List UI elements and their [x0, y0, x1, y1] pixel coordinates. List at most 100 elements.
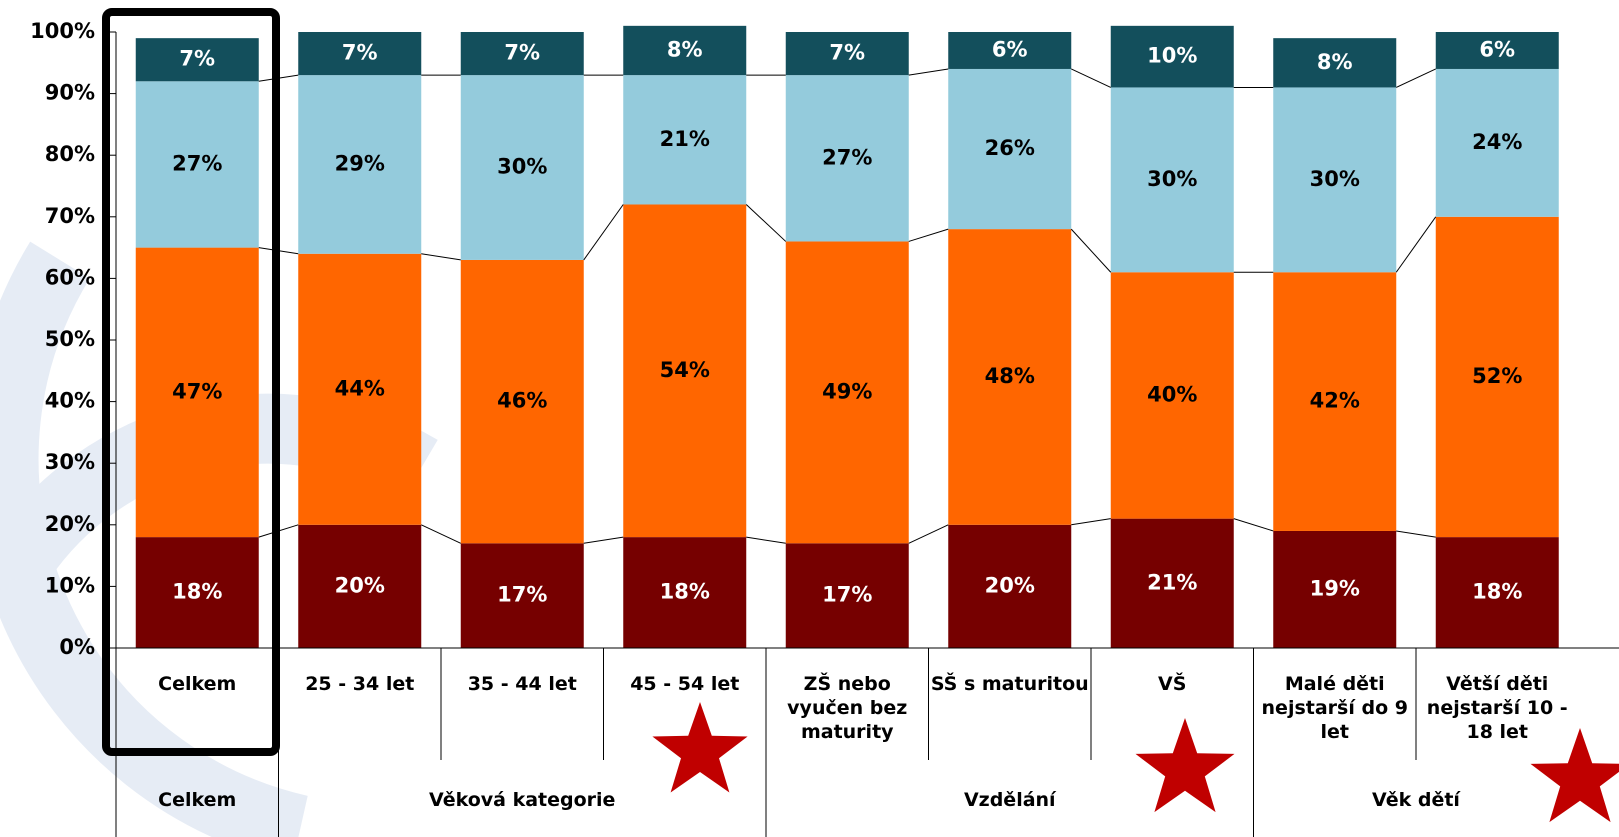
data-label: 7% [342, 41, 378, 65]
data-label: 47% [172, 379, 222, 403]
connector [1233, 518, 1274, 532]
bar-segment [1110, 87, 1234, 273]
data-label: 10% [1147, 44, 1197, 68]
connector [583, 536, 624, 544]
data-label: 7% [829, 41, 865, 65]
bar-segment [785, 75, 909, 242]
data-label: 54% [660, 358, 710, 382]
data-label: 44% [335, 376, 385, 400]
x-tick-label: ZŠ nebo vyučen bez maturity [787, 673, 908, 743]
bar-segment [1110, 272, 1234, 519]
bar-segment [623, 25, 747, 76]
bar-segment [460, 75, 584, 260]
x-tick-label: 45 - 54 let [630, 673, 740, 695]
bar-segment [460, 543, 584, 648]
connector [745, 204, 787, 242]
bar-segment [623, 537, 747, 648]
y-tick-label: 10% [45, 573, 95, 597]
bar-segment [948, 32, 1072, 69]
group-label: Celkem [158, 789, 237, 811]
bar-segment [298, 75, 422, 254]
bar-segment [785, 32, 909, 76]
star [1530, 728, 1619, 823]
bar-segment [1110, 25, 1234, 88]
bar-segment [1273, 272, 1397, 531]
bar-segment [623, 204, 747, 538]
bar-segment [298, 32, 422, 76]
x-tick-label: 35 - 44 let [467, 673, 577, 695]
connector [1395, 216, 1437, 273]
data-label: 8% [1317, 50, 1353, 74]
bar-segment [1273, 87, 1397, 273]
y-tick-label: 30% [45, 450, 95, 474]
y-tick-label: 0% [59, 635, 95, 659]
connector [1070, 228, 1112, 273]
bar-segment [135, 81, 259, 248]
data-label: 49% [822, 379, 872, 403]
y-tick-label: 90% [45, 81, 95, 105]
data-label: 20% [335, 573, 385, 597]
bar-segment [135, 247, 259, 538]
data-label: 52% [1472, 364, 1522, 388]
bar-segment [948, 68, 1072, 230]
x-tick-label: VŠ [1158, 673, 1187, 695]
bar-segment [785, 241, 909, 544]
y-tick-label: 60% [45, 265, 95, 289]
data-label: 46% [497, 389, 547, 413]
x-tick-label: Celkem [158, 673, 237, 695]
data-label: 30% [497, 155, 547, 179]
bar-segment [1273, 38, 1397, 88]
connector [421, 253, 461, 261]
bar-segment [135, 537, 259, 648]
data-label: 40% [1147, 382, 1197, 406]
x-tick-label: SŠ s maturitou [930, 673, 1089, 695]
group-label: Věková kategorie [429, 789, 616, 811]
bar-segment [623, 75, 747, 205]
bar-segment [948, 229, 1072, 525]
watermark-arc [0, 241, 308, 837]
data-label: 6% [1479, 37, 1515, 61]
connector [746, 536, 786, 544]
bar-segment [460, 259, 584, 544]
bar-segment [298, 524, 422, 648]
bar-segment [1435, 68, 1559, 217]
y-tick-label: 80% [45, 142, 95, 166]
x-tick-label: Větší děti nejstarší 10 - 18 let [1426, 673, 1568, 743]
connector [908, 68, 949, 76]
y-tick-label: 100% [30, 19, 95, 43]
connector [1071, 68, 1111, 88]
data-label: 7% [504, 41, 540, 65]
data-label: 21% [1147, 570, 1197, 594]
bar-segment [1110, 518, 1234, 648]
star [1135, 718, 1235, 813]
bar-segment [1435, 537, 1559, 648]
bar-segment [948, 524, 1072, 648]
connector [1396, 68, 1436, 88]
connector [583, 204, 624, 261]
y-tick-label: 70% [45, 204, 95, 228]
bar-segment [1435, 32, 1559, 69]
connector [908, 524, 949, 544]
bar-segment [785, 543, 909, 648]
bar-segment [1435, 216, 1559, 538]
bar-segment [1273, 530, 1397, 648]
x-tick-label: Malé děti nejstarší do 9 let [1261, 673, 1408, 743]
data-label: 30% [1147, 167, 1197, 191]
bar-segment [298, 253, 422, 525]
data-label: 24% [1472, 130, 1522, 154]
data-label: 27% [822, 145, 872, 169]
data-label: 7% [179, 47, 215, 71]
data-label: 18% [1472, 580, 1522, 604]
highlight-box [102, 8, 280, 756]
group-label: Vzdělání [963, 789, 1056, 811]
connector [1071, 518, 1111, 526]
y-tick-label: 40% [45, 389, 95, 413]
data-label: 20% [985, 573, 1035, 597]
bar-segment [135, 38, 259, 82]
data-label: 19% [1310, 576, 1360, 600]
data-label: 26% [985, 136, 1035, 160]
data-label: 17% [497, 583, 547, 607]
data-label: 8% [667, 37, 703, 61]
